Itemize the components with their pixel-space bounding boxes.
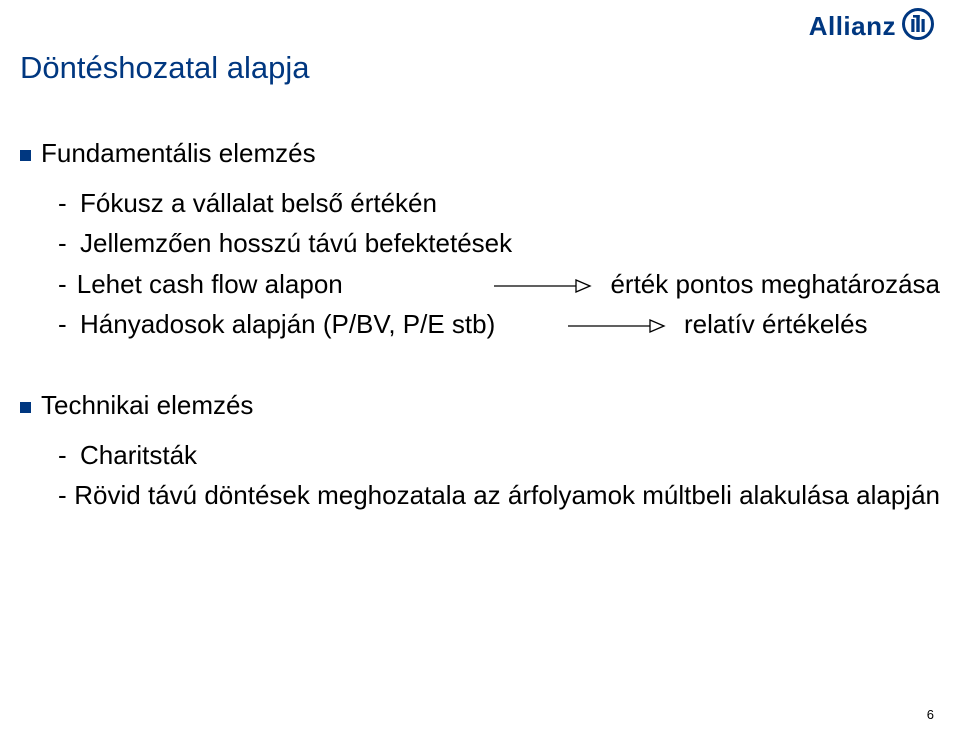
list-item-text: Hányadosok alapján (P/BV, P/E stb) bbox=[80, 304, 558, 344]
sub-list: -Charitsták-Rövid távú döntések meghozat… bbox=[58, 435, 940, 516]
dash-bullet-icon: - bbox=[58, 223, 80, 263]
list-item-text: Jellemzően hosszú távú befektetések bbox=[80, 223, 512, 263]
dash-bullet-icon: - bbox=[58, 475, 74, 515]
list-item: -Jellemzően hosszú távú befektetések bbox=[58, 223, 940, 263]
list-item: -Rövid távú döntések meghozatala az árfo… bbox=[58, 475, 940, 515]
section-heading-text: Fundamentális elemzés bbox=[41, 138, 316, 169]
dash-bullet-icon: - bbox=[58, 183, 80, 223]
list-item-right-text: érték pontos meghatározása bbox=[610, 264, 940, 304]
list-item-text: Rövid távú döntések meghozatala az árfol… bbox=[74, 475, 940, 515]
page-number: 6 bbox=[927, 707, 934, 722]
dash-bullet-icon: - bbox=[58, 435, 80, 475]
square-bullet-icon bbox=[20, 150, 31, 161]
allianz-eagle-icon bbox=[902, 8, 934, 45]
slide-page: Allianz Döntéshozatal alapja Fundamentál… bbox=[0, 0, 960, 736]
slide-content: Fundamentális elemzés-Fókusz a vállalat … bbox=[20, 138, 940, 562]
list-item: -Hányadosok alapján (P/BV, P/E stb) relat… bbox=[58, 304, 940, 344]
arrow-icon bbox=[566, 306, 666, 346]
slide-title: Döntéshozatal alapja bbox=[20, 50, 310, 86]
section: Fundamentális elemzés-Fókusz a vállalat … bbox=[20, 138, 940, 344]
section-heading: Technikai elemzés bbox=[20, 390, 940, 421]
dash-bullet-icon: - bbox=[58, 264, 77, 304]
list-item: -Fókusz a vállalat belső értékén bbox=[58, 183, 940, 223]
section-heading: Fundamentális elemzés bbox=[20, 138, 940, 169]
brand-logo: Allianz bbox=[809, 8, 934, 45]
list-item: -Lehet cash flow alapon érték pontos megh… bbox=[58, 264, 940, 304]
list-item-text: Charitsták bbox=[80, 435, 197, 475]
brand-logo-text: Allianz bbox=[809, 11, 896, 42]
list-item-text: Lehet cash flow alapon bbox=[77, 264, 485, 304]
list-item-text: Fókusz a vállalat belső értékén bbox=[80, 183, 437, 223]
square-bullet-icon bbox=[20, 402, 31, 413]
sub-list: -Fókusz a vállalat belső értékén-Jellemz… bbox=[58, 183, 940, 344]
list-item-right-text: relatív értékelés bbox=[684, 304, 868, 344]
arrow-icon bbox=[492, 266, 592, 306]
list-item: -Charitsták bbox=[58, 435, 940, 475]
section: Technikai elemzés -Charitsták-Rövid távú … bbox=[20, 390, 940, 516]
section-heading-text: Technikai elemzés bbox=[41, 390, 253, 421]
dash-bullet-icon: - bbox=[58, 304, 80, 344]
